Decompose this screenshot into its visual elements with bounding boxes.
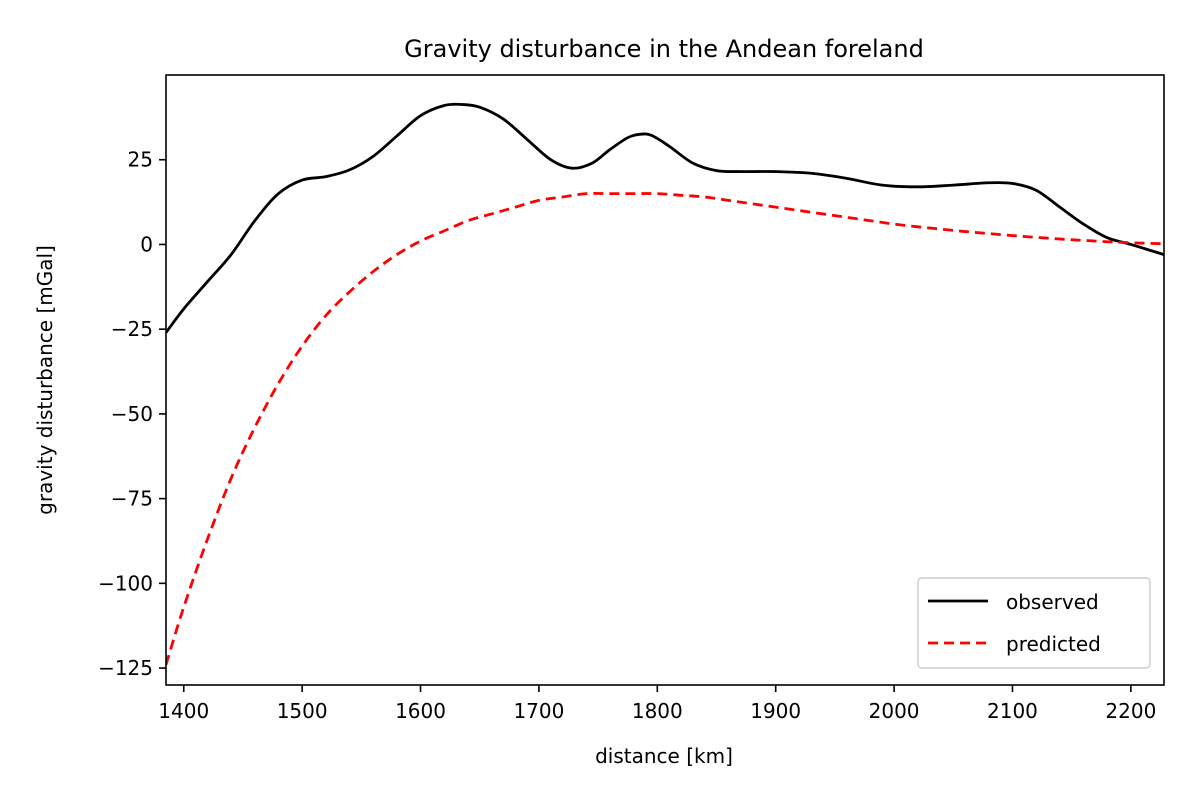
y-tick-label: −50 [111, 402, 153, 426]
y-tick-label: −75 [111, 487, 153, 511]
y-axis-title: gravity disturbance [mGal] [33, 245, 57, 515]
x-tick-label: 2000 [869, 699, 920, 723]
x-tick-label: 2200 [1105, 699, 1156, 723]
y-tick-label: 25 [128, 148, 153, 172]
y-tick-label: 0 [140, 232, 153, 256]
x-axis-title: distance [km] [595, 744, 733, 768]
x-tick-label: 1700 [513, 699, 564, 723]
chart-title: Gravity disturbance in the Andean forela… [404, 35, 924, 63]
y-tick-label: −125 [98, 656, 153, 680]
y-tick-label: −25 [111, 317, 153, 341]
y-tick-label: −100 [98, 571, 153, 595]
legend-predicted-label: predicted [1006, 632, 1101, 656]
x-tick-label: 1800 [632, 699, 683, 723]
x-tick-label: 2100 [987, 699, 1038, 723]
x-tick-label: 1900 [750, 699, 801, 723]
x-tick-label: 1600 [395, 699, 446, 723]
legend: observed predicted [918, 578, 1150, 668]
x-tick-label: 1500 [277, 699, 328, 723]
x-tick-label: 1400 [158, 699, 209, 723]
legend-observed-label: observed [1006, 590, 1099, 614]
